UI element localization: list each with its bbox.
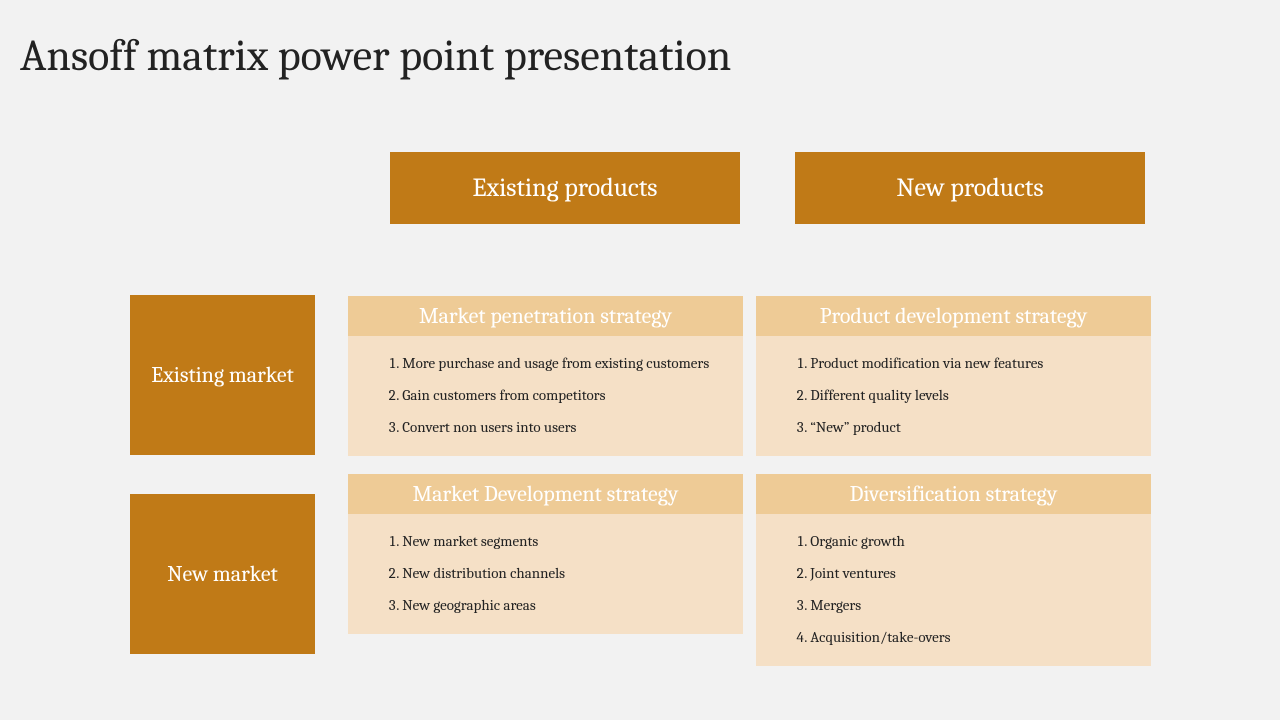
cell-body: New market segments New distribution chan… bbox=[348, 514, 743, 634]
list-item: Joint ventures bbox=[796, 564, 1121, 582]
cell-diversification: Diversification strategy Organic growth J… bbox=[756, 474, 1151, 666]
column-header-existing-products: Existing products bbox=[390, 152, 740, 224]
list-item: Convert non users into users bbox=[388, 418, 713, 436]
list-item: “New” product bbox=[796, 418, 1121, 436]
cell-list: Product modification via new features Dif… bbox=[796, 354, 1121, 436]
list-item: More purchase and usage from existing cu… bbox=[388, 354, 713, 372]
list-item: Organic growth bbox=[796, 532, 1121, 550]
list-item: New market segments bbox=[388, 532, 713, 550]
cell-market-development: Market Development strategy New market s… bbox=[348, 474, 743, 634]
list-item: Gain customers from competitors bbox=[388, 386, 713, 404]
page-title: Ansoff matrix power point presentation bbox=[20, 30, 731, 81]
cell-list: Organic growth Joint ventures Mergers Acqui… bbox=[796, 532, 1121, 646]
cell-title: Market Development strategy bbox=[348, 474, 743, 514]
row-header-label: Existing market bbox=[151, 362, 294, 388]
row-header-existing-market: Existing market bbox=[130, 295, 315, 455]
cell-list: New market segments New distribution chan… bbox=[388, 532, 713, 614]
cell-body: Organic growth Joint ventures Mergers Acqui… bbox=[756, 514, 1151, 666]
cell-list: More purchase and usage from existing cu… bbox=[388, 354, 713, 436]
cell-product-development: Product development strategy Product mod… bbox=[756, 296, 1151, 456]
list-item: Different quality levels bbox=[796, 386, 1121, 404]
list-item: New distribution channels bbox=[388, 564, 713, 582]
list-item: Acquisition/take-overs bbox=[796, 628, 1121, 646]
cell-title: Diversification strategy bbox=[756, 474, 1151, 514]
column-header-label: New products bbox=[896, 173, 1043, 203]
cell-market-penetration: Market penetration strategy More purchas… bbox=[348, 296, 743, 456]
cell-title: Product development strategy bbox=[756, 296, 1151, 336]
list-item: New geographic areas bbox=[388, 596, 713, 614]
cell-body: Product modification via new features Dif… bbox=[756, 336, 1151, 456]
row-header-label: New market bbox=[167, 561, 277, 587]
cell-title: Market penetration strategy bbox=[348, 296, 743, 336]
cell-body: More purchase and usage from existing cu… bbox=[348, 336, 743, 456]
list-item: Mergers bbox=[796, 596, 1121, 614]
column-header-new-products: New products bbox=[795, 152, 1145, 224]
row-header-new-market: New market bbox=[130, 494, 315, 654]
column-header-label: Existing products bbox=[472, 173, 657, 203]
list-item: Product modification via new features bbox=[796, 354, 1121, 372]
